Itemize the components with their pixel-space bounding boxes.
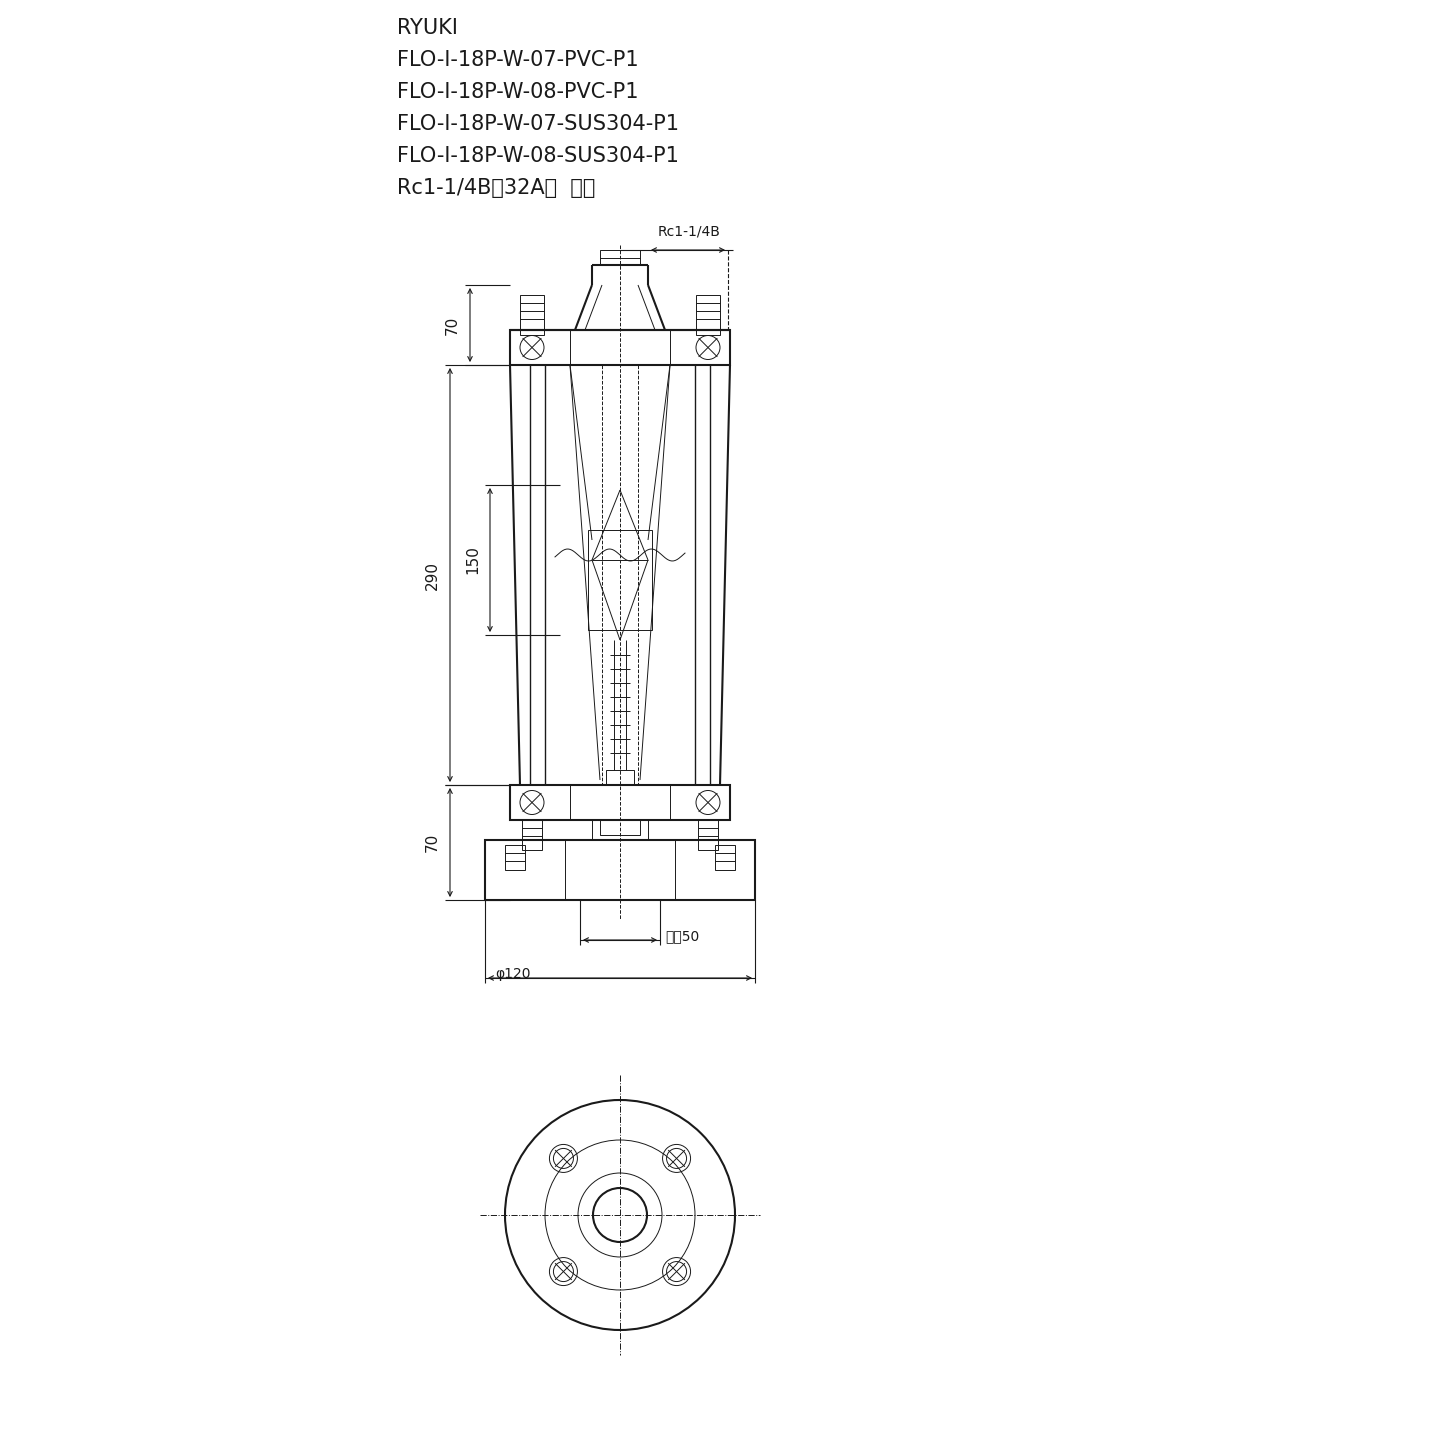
Text: FLO-I-18P-W-07-PVC-P1: FLO-I-18P-W-07-PVC-P1 bbox=[397, 50, 639, 70]
Bar bbox=[606, 770, 634, 785]
Bar bbox=[564, 840, 674, 900]
Bar bbox=[697, 820, 717, 850]
Text: FLO-I-18P-W-07-SUS304-P1: FLO-I-18P-W-07-SUS304-P1 bbox=[397, 114, 679, 134]
Bar bbox=[587, 530, 652, 630]
Bar bbox=[484, 840, 755, 900]
Text: FLO-I-18P-W-08-SUS304-P1: FLO-I-18P-W-08-SUS304-P1 bbox=[397, 146, 679, 166]
Text: FLO-I-18P-W-08-PVC-P1: FLO-I-18P-W-08-PVC-P1 bbox=[397, 81, 639, 101]
Bar bbox=[696, 294, 720, 334]
Text: RYUKI: RYUKI bbox=[397, 19, 457, 39]
Bar bbox=[600, 250, 640, 264]
Text: Rc1-1/4B: Rc1-1/4B bbox=[657, 224, 720, 239]
Bar bbox=[510, 330, 730, 364]
Bar bbox=[522, 820, 542, 850]
Text: 290: 290 bbox=[424, 560, 440, 590]
Bar bbox=[600, 820, 640, 835]
Text: 150: 150 bbox=[464, 546, 480, 574]
Bar bbox=[510, 785, 730, 820]
Bar bbox=[504, 845, 524, 870]
Bar bbox=[520, 294, 544, 334]
Bar bbox=[570, 330, 670, 364]
Text: 70: 70 bbox=[444, 316, 460, 334]
Bar bbox=[570, 785, 670, 820]
Text: Rc1-1/4B（32A）  寸法: Rc1-1/4B（32A） 寸法 bbox=[397, 179, 596, 199]
Text: φ120: φ120 bbox=[494, 967, 530, 980]
Text: 平径50: 平径50 bbox=[664, 929, 699, 943]
Bar bbox=[714, 845, 735, 870]
Text: 70: 70 bbox=[424, 833, 440, 852]
